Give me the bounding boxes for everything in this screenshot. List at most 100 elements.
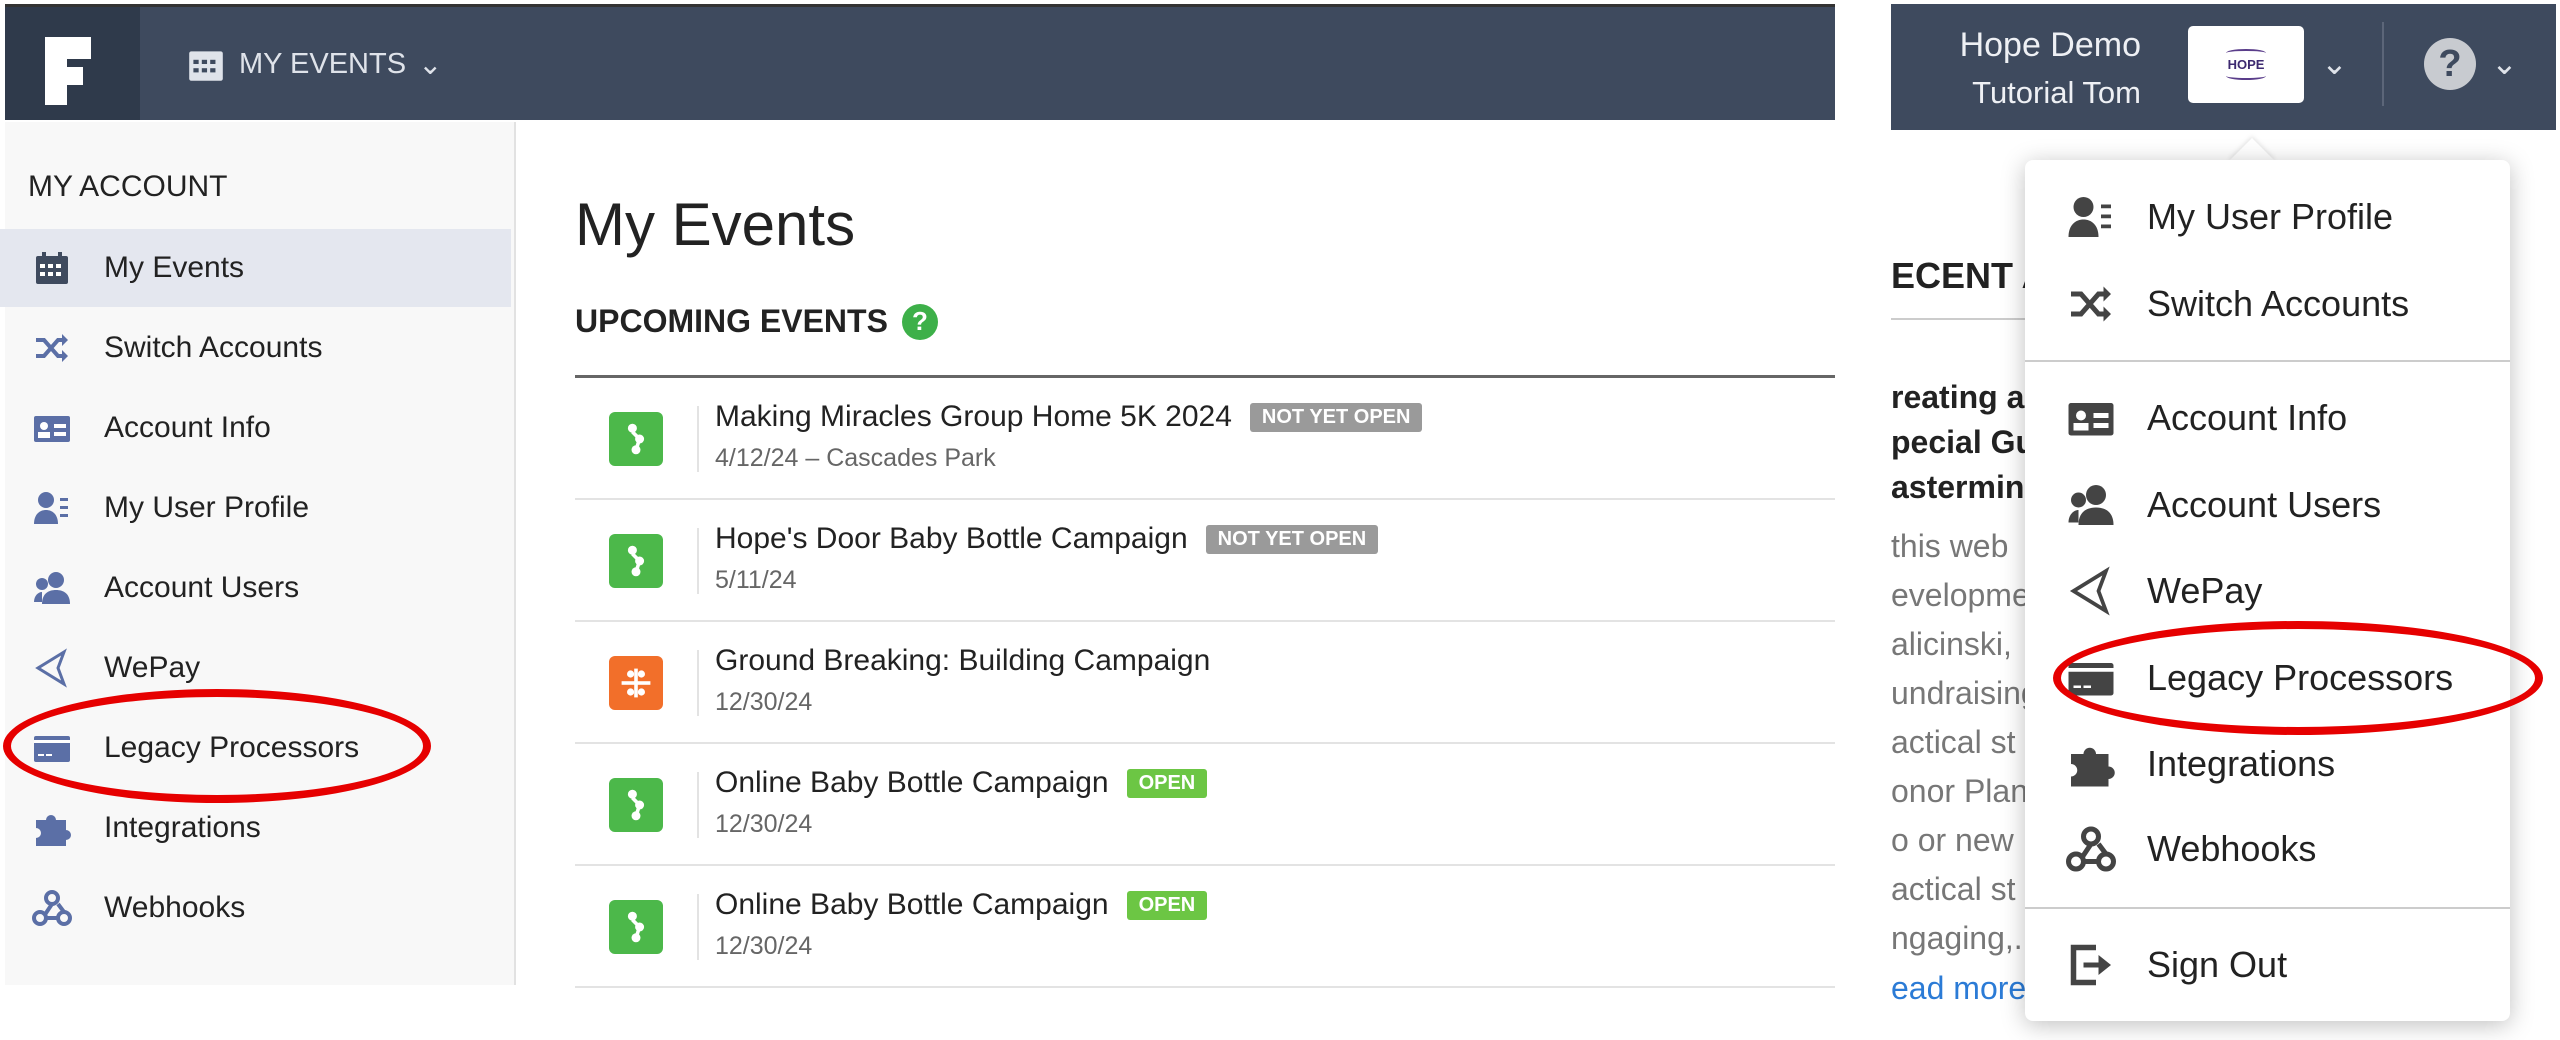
sidebar-item-my-user-profile[interactable]: My User Profile (0, 469, 511, 547)
send-icon (30, 648, 74, 688)
article-excerpt: evelopme (1891, 577, 2030, 613)
menu-item-label: Switch Accounts (2147, 283, 2410, 324)
account-chevron-down-icon[interactable]: ⌄ (2321, 45, 2348, 81)
event-row[interactable]: Online Baby Bottle Campaign OPEN 12/30/24 (575, 744, 1835, 866)
sidebar-item-integrations[interactable]: Integrations (0, 789, 511, 867)
menu-item-label: Account Users (2147, 484, 2382, 525)
account-name: Hope Demo (1959, 26, 2141, 64)
menu-item-label: Integrations (2147, 743, 2336, 784)
my-events-nav-dropdown[interactable]: MY EVENTS ⌄ (185, 43, 442, 85)
account-switcher[interactable]: Hope Demo Tutorial Tom (1960, 26, 2141, 111)
divider (697, 772, 699, 838)
article-excerpt: undraising (1891, 675, 2031, 711)
read-more-link[interactable]: ead more (1891, 970, 2027, 1006)
status-badge: OPEN (1126, 768, 1208, 798)
divider (697, 650, 699, 716)
sidebar-item-webhooks[interactable]: Webhooks (0, 869, 511, 947)
shuffle-icon (2063, 280, 2119, 328)
event-type-icon (609, 534, 663, 588)
top-header: MY EVENTS ⌄ (5, 4, 1835, 120)
menu-divider (2025, 907, 2510, 909)
event-row[interactable]: Hope's Door Baby Bottle Campaign NOT YET … (575, 500, 1835, 622)
sidebar-item-label: My User Profile (104, 491, 310, 524)
sign-out-icon (2063, 941, 2119, 989)
menu-item-switch-accounts[interactable]: Switch Accounts (2025, 264, 2510, 344)
sidebar-item-switch-accounts[interactable]: Switch Accounts (0, 309, 511, 387)
article-excerpt: o or new (1891, 822, 2014, 858)
sidebar-item-account-users[interactable]: Account Users (0, 549, 511, 627)
menu-item-label: WePay (2147, 570, 2263, 611)
sidebar-item-label: Account Users (104, 571, 300, 604)
event-date: 4/12/24 – Cascades Park (715, 444, 996, 472)
sidebar-item-account-info[interactable]: Account Info (0, 389, 511, 467)
event-date: 12/30/24 (715, 688, 813, 716)
sidebar-item-label: Switch Accounts (104, 331, 323, 364)
menu-item-label: Sign Out (2147, 944, 2288, 985)
event-row[interactable]: Online Baby Bottle Campaign OPEN 12/30/24 (575, 866, 1835, 988)
menu-item-label: Account Info (2147, 397, 2348, 438)
event-name[interactable]: Ground Breaking: Building Campaign (715, 644, 1211, 677)
menu-item-account-users[interactable]: Account Users (2025, 465, 2510, 545)
highlight-ellipse (3, 689, 431, 803)
article-excerpt: actical st (1891, 871, 2016, 907)
help-chevron-down-icon[interactable]: ⌄ (2491, 45, 2518, 81)
menu-item-webhooks[interactable]: Webhooks (2025, 809, 2510, 889)
sidebar-item-label: Webhooks (104, 891, 246, 924)
sidebar-item-label: Integrations (104, 811, 261, 844)
event-date: 12/30/24 (715, 810, 813, 838)
status-badge: NOT YET OPEN (1205, 524, 1379, 554)
menu-item-sign-out[interactable]: Sign Out (2025, 925, 2510, 1005)
sidebar-item-label: Account Info (104, 411, 271, 444)
highlight-ellipse (2053, 621, 2543, 735)
divider (697, 528, 699, 594)
help-icon[interactable]: ? (901, 303, 938, 340)
users-icon (30, 568, 74, 608)
id-card-icon (2063, 394, 2119, 442)
upcoming-events-heading: UPCOMING EVENTS ? (575, 303, 938, 340)
app-logo[interactable] (5, 7, 140, 120)
account-header: Hope Demo Tutorial Tom HOPE ⌄ ? ⌄ (1891, 4, 2556, 130)
chevron-down-icon: ⌄ (418, 48, 443, 81)
event-row[interactable]: Ground Breaking: Building Campaign 12/30… (575, 622, 1835, 744)
sidebar-item-wepay[interactable]: WePay (0, 629, 511, 707)
menu-item-integrations[interactable]: Integrations (2025, 724, 2510, 804)
event-type-icon (609, 778, 663, 832)
divider (697, 406, 699, 472)
sidebar-item-my-events[interactable]: My Events (0, 229, 511, 307)
article-excerpt: ngaging,.. (1891, 920, 2031, 956)
event-name[interactable]: Online Baby Bottle Campaign (715, 766, 1109, 799)
menu-item-wepay[interactable]: WePay (2025, 551, 2510, 631)
divider (697, 894, 699, 960)
main-content (518, 122, 1835, 985)
recent-heading: ECENT A (1891, 255, 2031, 296)
event-name[interactable]: Online Baby Bottle Campaign (715, 888, 1109, 921)
event-date: 12/30/24 (715, 932, 813, 960)
calendar-icon (189, 51, 223, 81)
event-date: 5/11/24 (715, 566, 797, 594)
page-title: My Events (575, 191, 856, 258)
users-icon (2063, 481, 2119, 529)
event-row[interactable]: Making Miracles Group Home 5K 2024 NOT YE… (575, 378, 1835, 500)
event-name[interactable]: Making Miracles Group Home 5K 2024 (715, 400, 1232, 433)
event-name[interactable]: Hope's Door Baby Bottle Campaign (715, 522, 1188, 555)
menu-item-label: My User Profile (2147, 196, 2394, 237)
article-title[interactable]: pecial Gu (1891, 424, 2031, 460)
help-icon[interactable]: ? (2424, 38, 2476, 90)
menu-item-account-info[interactable]: Account Info (2025, 378, 2510, 458)
nav-label: MY EVENTS (239, 47, 407, 80)
article-excerpt: this web (1891, 528, 2009, 564)
status-badge: NOT YET OPEN (1249, 402, 1423, 432)
article-title[interactable]: reating a (1891, 379, 2025, 415)
webhook-icon (30, 888, 74, 928)
puzzle-icon (30, 808, 74, 848)
sidebar-item-label: My Events (104, 251, 245, 284)
user-profile-icon (30, 488, 74, 528)
article-title[interactable]: astermin (1891, 469, 2025, 505)
article-excerpt: onor Plan (1891, 773, 2028, 809)
menu-item-my-user-profile[interactable]: My User Profile (2025, 177, 2510, 257)
event-type-icon (609, 900, 663, 954)
divider (1891, 318, 2031, 320)
sidebar-heading: MY ACCOUNT (28, 170, 228, 203)
account-logo[interactable]: HOPE (2188, 26, 2304, 103)
divider (2382, 22, 2384, 106)
